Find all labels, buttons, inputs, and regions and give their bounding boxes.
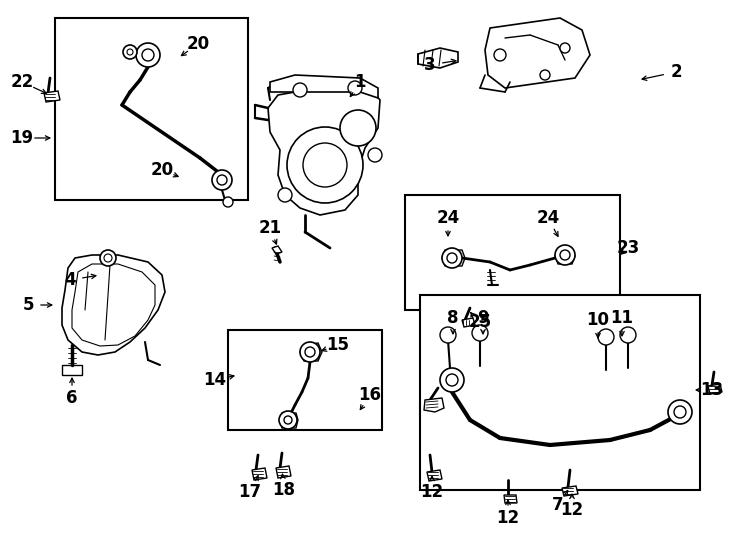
Polygon shape — [442, 250, 465, 266]
Circle shape — [293, 83, 307, 97]
Circle shape — [123, 45, 137, 59]
Text: 19: 19 — [10, 129, 34, 147]
Polygon shape — [44, 91, 60, 102]
Text: 3: 3 — [424, 56, 436, 74]
Polygon shape — [300, 343, 322, 361]
Text: 6: 6 — [66, 389, 78, 407]
Polygon shape — [562, 486, 578, 496]
Text: 12: 12 — [561, 501, 584, 519]
Text: 24: 24 — [537, 209, 559, 227]
Polygon shape — [270, 75, 378, 98]
Polygon shape — [424, 398, 444, 412]
Polygon shape — [272, 246, 282, 254]
Bar — [405, 195, 620, 310]
Text: 20: 20 — [186, 35, 210, 53]
Polygon shape — [72, 264, 155, 346]
Text: 10: 10 — [586, 311, 609, 329]
Circle shape — [442, 248, 462, 268]
Circle shape — [560, 43, 570, 53]
Text: 14: 14 — [203, 371, 227, 389]
Circle shape — [472, 325, 488, 341]
Circle shape — [620, 327, 636, 343]
Circle shape — [368, 148, 382, 162]
Circle shape — [440, 327, 456, 343]
Text: 1: 1 — [355, 73, 366, 91]
Circle shape — [136, 43, 160, 67]
Polygon shape — [280, 413, 298, 428]
Polygon shape — [708, 384, 722, 394]
Circle shape — [598, 329, 614, 345]
Text: 18: 18 — [272, 481, 296, 499]
Text: 24: 24 — [437, 209, 459, 227]
Polygon shape — [252, 468, 267, 480]
Circle shape — [674, 406, 686, 418]
Circle shape — [279, 411, 297, 429]
Circle shape — [494, 49, 506, 61]
Bar — [420, 295, 700, 490]
Circle shape — [560, 250, 570, 260]
Text: 12: 12 — [421, 483, 443, 501]
Polygon shape — [268, 82, 380, 215]
Circle shape — [127, 49, 133, 55]
Polygon shape — [555, 248, 575, 264]
Text: 9: 9 — [477, 309, 489, 327]
Circle shape — [446, 374, 458, 386]
Circle shape — [555, 245, 575, 265]
Text: 25: 25 — [468, 313, 492, 331]
Text: 4: 4 — [64, 271, 76, 289]
Text: 22: 22 — [10, 73, 34, 91]
Bar — [228, 330, 382, 430]
Circle shape — [300, 342, 320, 362]
Text: 13: 13 — [700, 381, 724, 399]
Polygon shape — [62, 365, 82, 375]
Polygon shape — [485, 18, 590, 88]
Circle shape — [284, 416, 292, 424]
Circle shape — [100, 250, 116, 266]
Circle shape — [287, 127, 363, 203]
Text: 16: 16 — [358, 386, 382, 404]
Text: 2: 2 — [670, 63, 682, 81]
Circle shape — [348, 81, 362, 95]
Text: 15: 15 — [327, 336, 349, 354]
Text: 5: 5 — [22, 296, 34, 314]
Text: 17: 17 — [239, 483, 261, 501]
Circle shape — [223, 197, 233, 207]
Circle shape — [142, 49, 154, 61]
Text: 7: 7 — [552, 496, 564, 514]
Circle shape — [303, 143, 347, 187]
Text: 21: 21 — [258, 219, 282, 237]
Circle shape — [340, 110, 376, 146]
Text: 12: 12 — [496, 509, 520, 527]
Circle shape — [217, 175, 227, 185]
Circle shape — [668, 400, 692, 424]
Circle shape — [278, 188, 292, 202]
Polygon shape — [276, 466, 291, 478]
Polygon shape — [462, 318, 475, 327]
Polygon shape — [62, 255, 165, 355]
Circle shape — [104, 254, 112, 262]
Text: 11: 11 — [611, 309, 633, 327]
Text: 23: 23 — [617, 239, 639, 257]
Polygon shape — [504, 495, 517, 503]
Circle shape — [540, 70, 550, 80]
Text: 20: 20 — [150, 161, 173, 179]
Circle shape — [447, 253, 457, 263]
Circle shape — [212, 170, 232, 190]
Circle shape — [305, 347, 315, 357]
Bar — [55, 18, 248, 200]
Text: 8: 8 — [447, 309, 459, 327]
Polygon shape — [427, 470, 442, 481]
Circle shape — [440, 368, 464, 392]
Polygon shape — [418, 48, 458, 68]
